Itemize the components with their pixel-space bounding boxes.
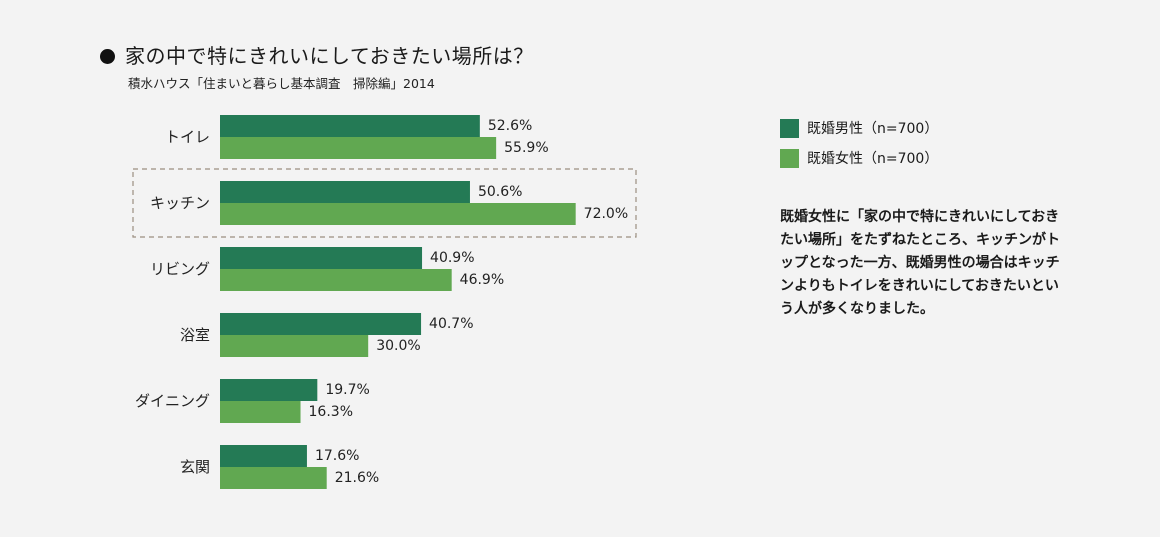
bar-female [220,467,327,489]
value-label-female: 30.0% [376,338,420,354]
bar-male [220,445,307,467]
value-label-female: 21.6% [335,470,379,486]
legend-item-female: 既婚女性（n=700） [780,148,938,168]
value-label-female: 72.0% [584,206,628,222]
value-label-male: 40.9% [430,250,474,266]
legend-swatch-male [780,118,799,138]
value-label-female: 46.9% [460,272,504,288]
bar-female [220,269,452,291]
title-block: 家の中で特にきれいにしておきたい場所は？ [100,40,534,69]
bar-female [220,203,576,225]
category-label: ダイニング [135,392,210,410]
bar-female [220,335,369,357]
summary-note: 既婚女性に「家の中で特にきれいにしておきたい場所」をたずねたところ、キッチンがト… [780,209,1060,317]
category-label: キッチン [150,194,210,212]
highlight-box [132,168,637,238]
legend: 既婚男性（n=700） 既婚女性（n=700） [780,118,938,178]
bar-male [220,181,470,203]
category-label: リビング [150,260,210,278]
bar-male [220,379,318,401]
value-label-male: 52.6% [488,118,532,134]
bar-male [220,313,422,335]
bar-female [220,401,301,423]
value-label-female: 16.3% [309,404,353,420]
chart-title: 家の中で特にきれいにしておきたい場所は？ [125,44,534,68]
value-label-female: 55.9% [504,140,548,156]
value-label-male: 17.6% [315,448,359,464]
bullet-icon [100,49,115,64]
bar-female [220,137,497,159]
bar-male [220,247,423,269]
legend-swatch-female [780,148,799,168]
legend-item-male: 既婚男性（n=700） [780,118,938,138]
chart-subtitle: 積水ハウス「住まいと暮らし基本調査 掃除編」2014 [128,76,435,91]
legend-label-male: 既婚男性（n=700） [807,121,939,137]
category-label: トイレ [165,128,210,146]
category-label: 玄関 [180,458,210,476]
value-label-male: 19.7% [325,382,369,398]
value-label-male: 40.7% [429,316,473,332]
bar-male [220,115,480,137]
category-label: 浴室 [180,326,210,344]
value-label-male: 50.6% [478,184,522,200]
legend-label-female: 既婚女性（n=700） [807,151,939,167]
bar-chart: トイレ 52.6% 55.9% キッチン 50.6% 72.0% リビング 40.9% 46.9… [132,115,637,489]
